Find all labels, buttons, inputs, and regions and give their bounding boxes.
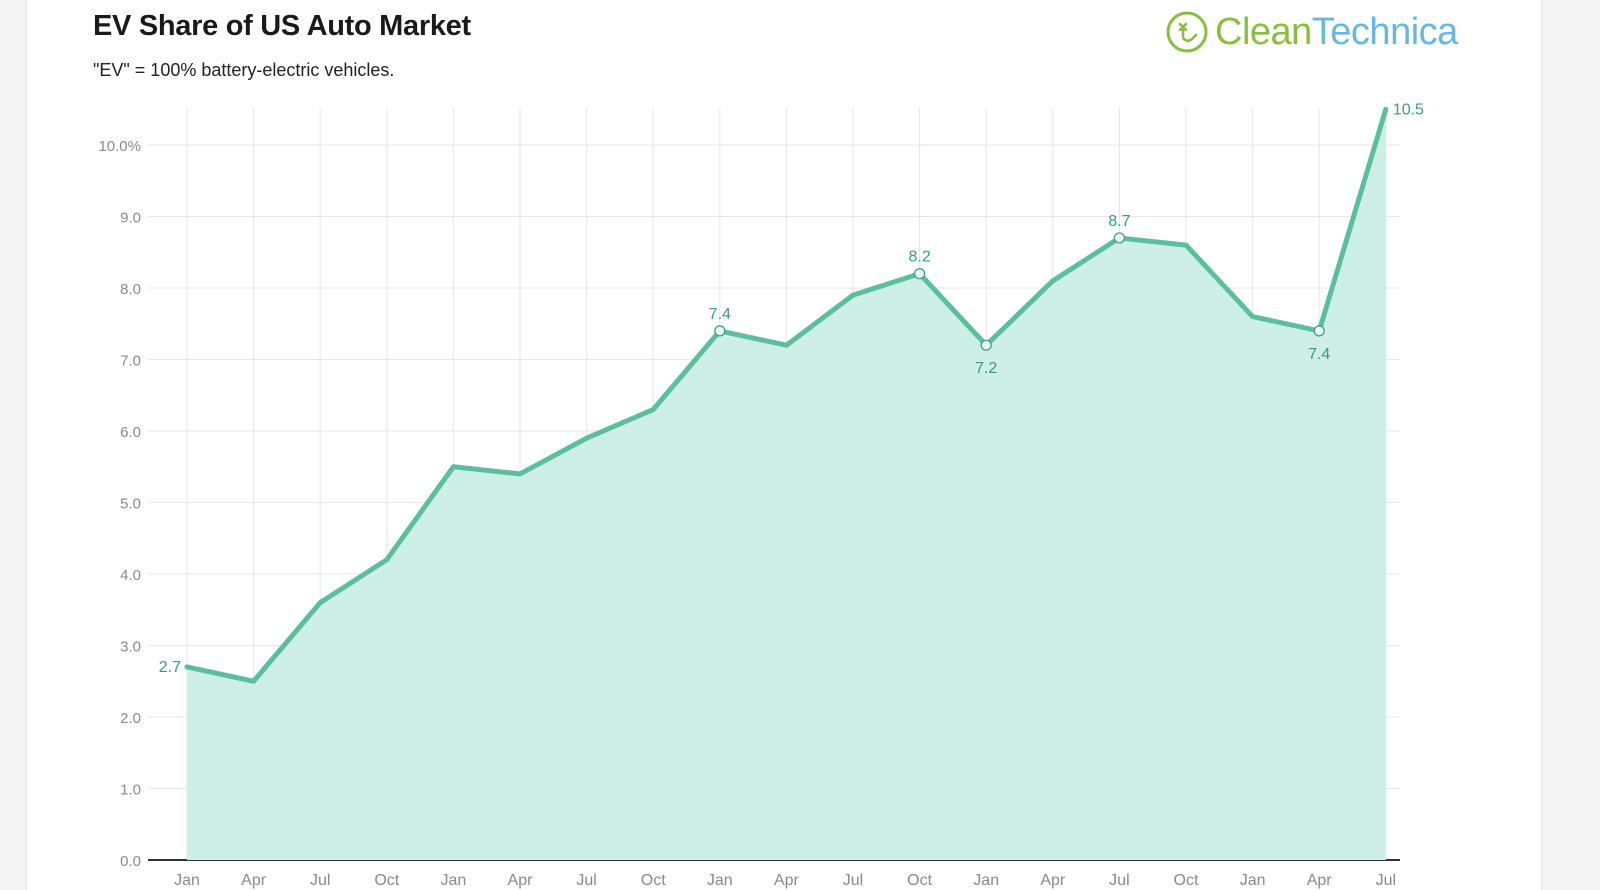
series-line: [184, 106, 1389, 684]
x-tick-label: Jan: [1240, 872, 1266, 889]
chart-subtitle: "EV" = 100% battery-electric vehicles.: [93, 60, 395, 80]
x-axis-ticks: Jan Apr Jul Oct Jan Apr Jul Oct Jan Apr Jul Oct Jan A…: [174, 872, 1396, 889]
data-point-marker: [1113, 232, 1126, 244]
data-label: 7.4: [709, 306, 731, 323]
data-label: 10.5: [1393, 101, 1424, 118]
brand-name: CleanTechnica: [1215, 11, 1458, 54]
data-label: 7.4: [1308, 346, 1330, 363]
x-tick-label: Apr: [1307, 872, 1333, 889]
data-label: 8.2: [908, 249, 930, 266]
y-tick-label: 1.0: [120, 782, 141, 799]
x-tick-label: Apr: [241, 872, 267, 889]
data-label: 8.7: [1108, 213, 1130, 230]
y-tick-label: 0.0: [120, 853, 141, 870]
y-tick-label: 6.0: [120, 424, 141, 441]
y-tick-label: 8.0: [120, 281, 141, 298]
x-tick-label: Apr: [1040, 872, 1066, 889]
data-point-marker: [1313, 325, 1325, 337]
data-label: 7.2: [975, 360, 997, 377]
brand-name-clean: Clean: [1215, 10, 1312, 53]
y-tick-label: 2.0: [120, 710, 141, 727]
data-point-marker: [980, 339, 992, 351]
x-tick-label: Jul: [843, 872, 863, 889]
x-tick-label: Jan: [174, 872, 200, 889]
data-point-marker: [714, 325, 726, 337]
data-label: 2.7: [159, 659, 181, 676]
area-layer: [187, 109, 1386, 860]
y-tick-label: 3.0: [120, 639, 141, 656]
y-tick-label: 4.0: [120, 567, 141, 584]
y-tick-label: 7.0: [120, 353, 141, 370]
y-tick-label: 9.0: [120, 210, 141, 227]
y-tick-label: 10.0%: [98, 138, 141, 155]
data-point-marker: [913, 268, 926, 280]
y-axis-ticks: 0.0 1.0 2.0 3.0 4.0 5.0 6.0 7.0 8.0 9.0 10.0%: [98, 138, 141, 870]
brand-name-technica: Technica: [1311, 10, 1458, 53]
cleantechnica-logo: CleanTechnica: [1165, 6, 1505, 58]
x-tick-label: Oct: [1174, 872, 1199, 889]
plug-leaf-icon: [1166, 11, 1208, 53]
series-line-layer: [184, 106, 1389, 684]
x-tick-label: Oct: [374, 872, 399, 889]
area-fill: [187, 109, 1386, 860]
x-tick-label: Jan: [707, 872, 733, 889]
chart-title: EV Share of US Auto Market: [93, 10, 471, 42]
x-tick-label: Jul: [310, 872, 330, 889]
x-tick-label: Apr: [774, 872, 800, 889]
x-tick-label: Jul: [576, 872, 596, 889]
y-tick-label: 5.0: [120, 496, 141, 513]
x-tick-label: Oct: [907, 872, 932, 889]
data-labels: 2.7 7.4 8.2 7.2 8.7 7.4 10.5: [159, 101, 1424, 676]
x-tick-label: Jan: [441, 872, 467, 889]
x-tick-label: Jul: [1109, 872, 1129, 889]
x-tick-label: Oct: [641, 872, 666, 889]
x-tick-label: Jul: [1376, 872, 1396, 889]
x-tick-label: Jan: [973, 872, 999, 889]
data-markers: [714, 232, 1325, 351]
x-tick-label: Apr: [508, 872, 534, 889]
